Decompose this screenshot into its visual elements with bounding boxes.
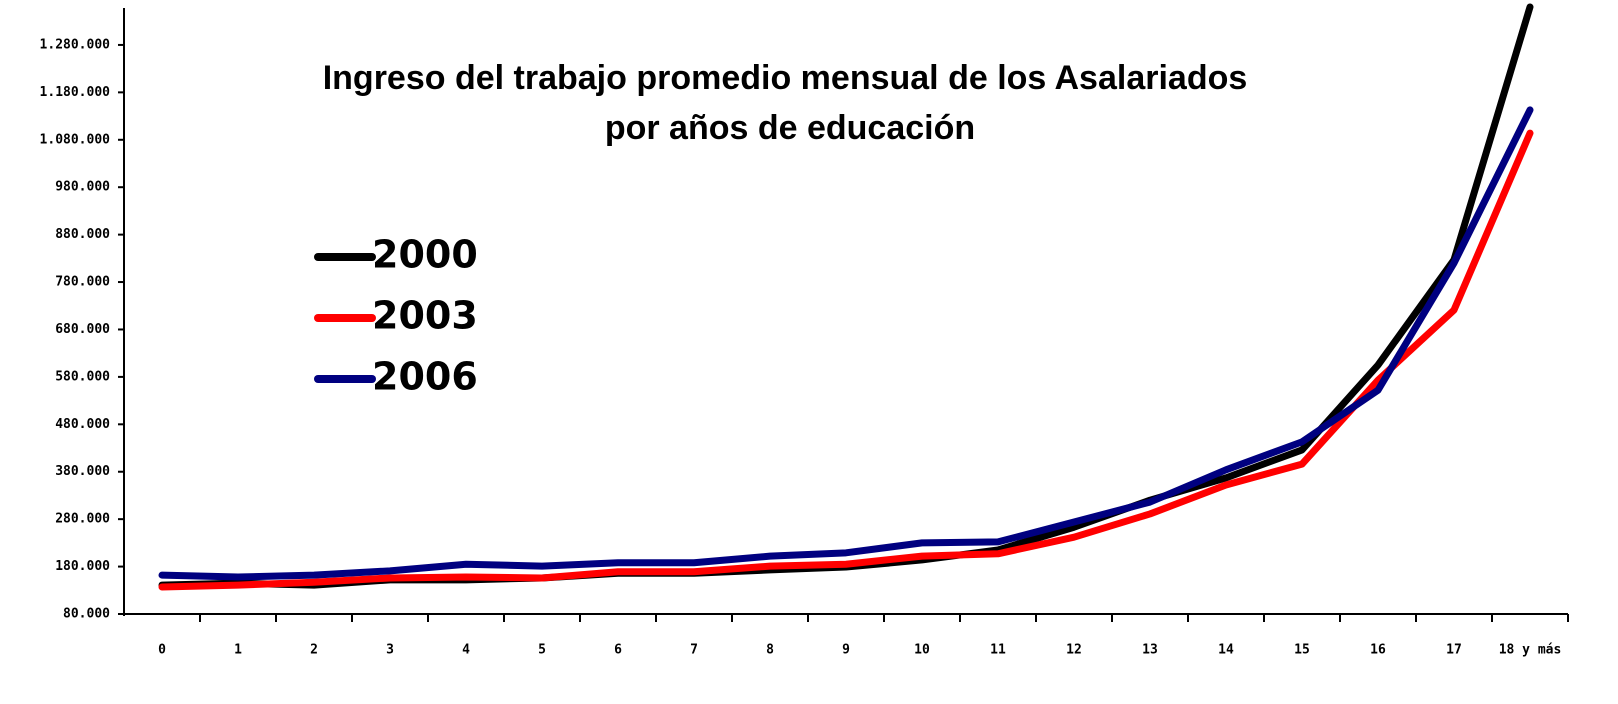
series-line bbox=[158, 106, 1534, 581]
y-tick-label: 480.000 bbox=[55, 417, 110, 432]
x-tick-label: 7 bbox=[690, 643, 698, 658]
chart-title: Ingreso del trabajo promedio mensual de … bbox=[323, 59, 1248, 97]
x-tick-label: 3 bbox=[386, 643, 394, 658]
x-tick-label: 9 bbox=[842, 643, 850, 658]
x-tick-label: 4 bbox=[462, 643, 470, 658]
y-tick-label: 680.000 bbox=[55, 322, 110, 337]
x-tick-label: 16 bbox=[1370, 643, 1386, 658]
x-tick-label: 8 bbox=[766, 643, 774, 658]
x-tick-label: 15 bbox=[1294, 643, 1310, 658]
chart-subtitle: por años de educación bbox=[605, 109, 975, 147]
y-tick-label: 1.280.000 bbox=[40, 37, 111, 52]
x-tick-label: 11 bbox=[990, 643, 1006, 658]
x-tick-label: 14 bbox=[1218, 643, 1234, 658]
x-tick-label: 18 y más bbox=[1499, 643, 1562, 658]
x-tick-label: 6 bbox=[614, 643, 622, 658]
y-tick-label: 180.000 bbox=[55, 559, 110, 574]
y-tick-label: 780.000 bbox=[55, 275, 110, 290]
y-tick-label: 880.000 bbox=[55, 227, 110, 242]
x-tick-label: 17 bbox=[1446, 643, 1462, 658]
x-tick-label: 2 bbox=[310, 643, 318, 658]
x-tick-label: 0 bbox=[158, 643, 166, 658]
legend-label: 2006 bbox=[372, 355, 478, 399]
x-tick-label: 5 bbox=[538, 643, 546, 658]
x-tick-label: 10 bbox=[914, 643, 930, 658]
y-tick-label: 580.000 bbox=[55, 369, 110, 384]
series-line bbox=[158, 129, 1534, 591]
y-tick-label: 280.000 bbox=[55, 512, 110, 527]
y-tick-label: 80.000 bbox=[63, 607, 110, 622]
x-tick-label: 12 bbox=[1066, 643, 1082, 658]
legend-label: 2003 bbox=[372, 294, 478, 338]
legend-label: 2000 bbox=[372, 233, 478, 277]
y-tick-label: 1.180.000 bbox=[40, 85, 111, 100]
y-tick-label: 980.000 bbox=[55, 180, 110, 195]
x-tick-label: 13 bbox=[1142, 643, 1158, 658]
y-tick-label: 380.000 bbox=[55, 464, 110, 479]
y-tick-label: 1.080.000 bbox=[40, 132, 111, 147]
x-tick-label: 1 bbox=[234, 643, 242, 658]
